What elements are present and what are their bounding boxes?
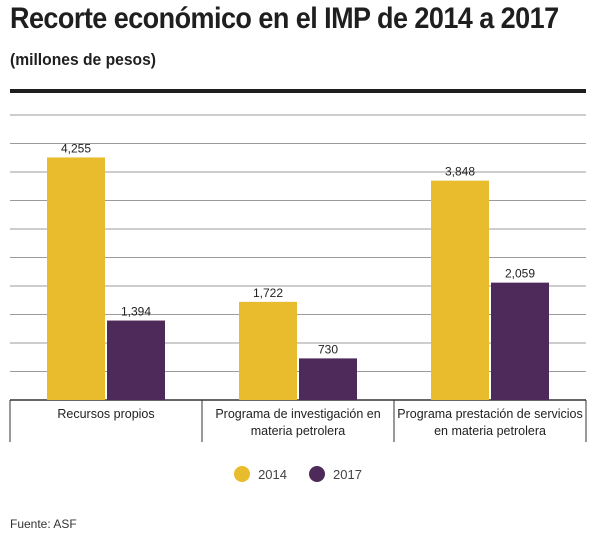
category-label: Recursos propios: [57, 407, 154, 421]
bar-2017: [107, 320, 165, 400]
data-label-2017: 730: [318, 342, 338, 356]
category-label: Programa prestación de servicios: [397, 407, 583, 421]
legend-swatch-2014: [234, 466, 251, 482]
chart-title: Recorte económico en el IMP de 2014 a 20…: [10, 2, 559, 35]
category-label: Programa de investigación en: [215, 407, 380, 421]
data-label-2014: 4,255: [61, 141, 91, 155]
data-label-2017: 2,059: [505, 267, 535, 281]
legend-item-2017: 2017: [309, 466, 362, 482]
legend-swatch-2017: [309, 466, 325, 482]
bar-2017: [491, 282, 549, 400]
legend-item-2014: 2014: [234, 466, 287, 482]
data-label-2017: 1,394: [121, 305, 151, 319]
bar-2014: [47, 157, 105, 400]
chart-subtitle: (millones de pesos): [10, 50, 157, 69]
bar-2017: [299, 358, 357, 400]
bar-2014: [239, 301, 297, 400]
legend-label-2014: 2014: [258, 466, 287, 482]
legend-label-2017: 2017: [333, 466, 362, 482]
bar-2014: [431, 180, 489, 400]
title-rule: [10, 89, 586, 93]
category-label: materia petrolera: [251, 424, 346, 438]
data-label-2014: 1,722: [253, 286, 283, 300]
legend: 2014 2017: [0, 466, 596, 482]
source-note: Fuente: ASF: [10, 517, 77, 531]
category-label: en materia petrolera: [434, 424, 546, 438]
data-label-2014: 3,848: [445, 165, 475, 179]
